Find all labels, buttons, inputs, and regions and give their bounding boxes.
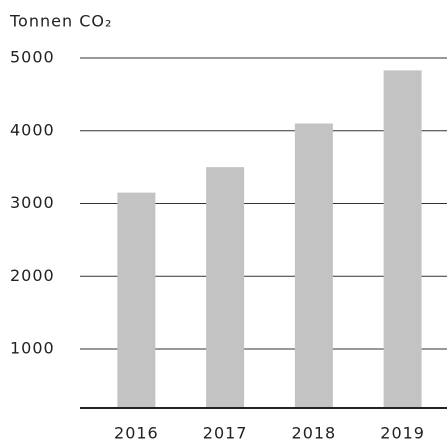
- x-tick-label: 2018: [292, 424, 337, 441]
- bar: [383, 70, 422, 409]
- y-axis-label: Tonnen CO₂: [9, 12, 112, 31]
- x-tick-label: 2017: [203, 424, 248, 441]
- y-tick-label: 5000: [10, 48, 55, 67]
- bar: [294, 123, 333, 409]
- y-tick-label: 2000: [10, 266, 55, 285]
- bar: [206, 167, 245, 408]
- y-tick-label: 3000: [10, 193, 55, 212]
- x-tick-label: 2019: [380, 424, 425, 441]
- y-tick-label: 1000: [10, 339, 55, 358]
- bar: [117, 192, 156, 408]
- y-tick-label: 4000: [10, 120, 55, 139]
- x-tick-label: 2016: [114, 424, 159, 441]
